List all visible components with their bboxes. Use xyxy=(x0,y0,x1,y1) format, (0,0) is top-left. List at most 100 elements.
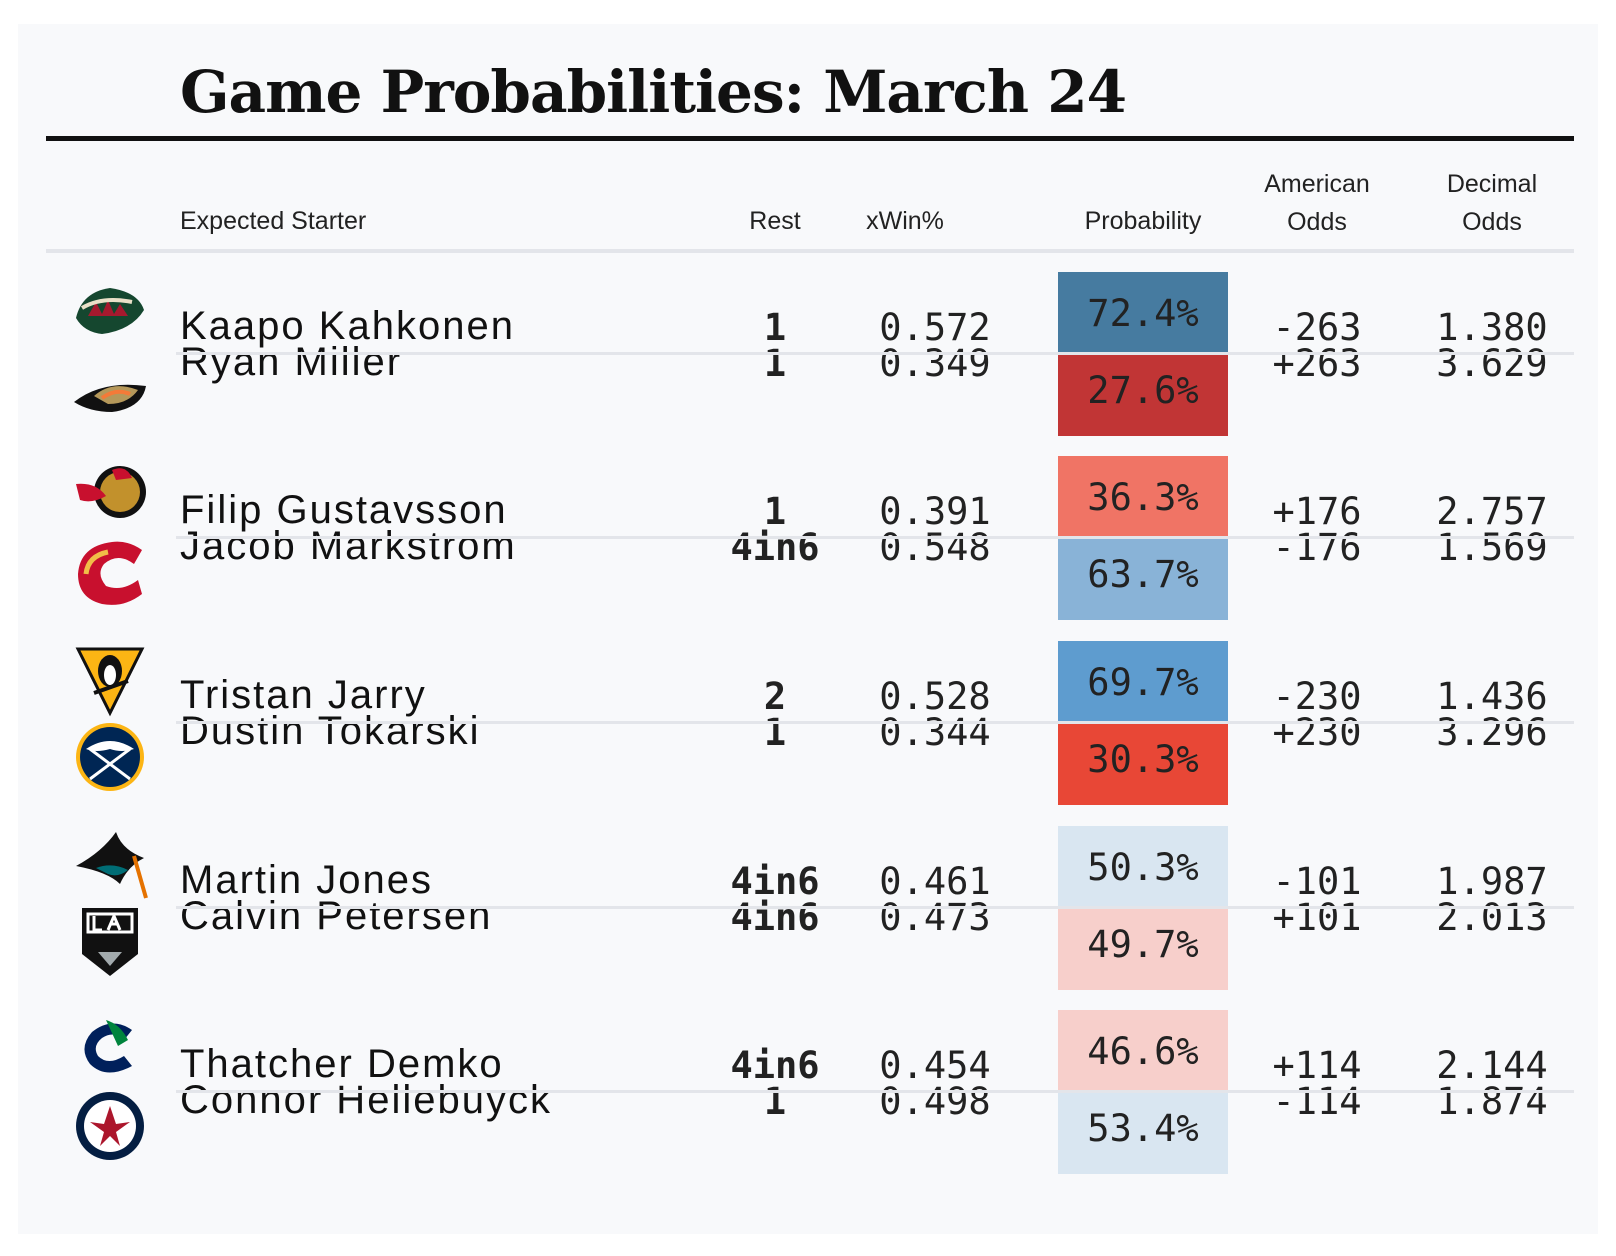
pair-divider xyxy=(176,536,1574,539)
american-odds-value: +101 xyxy=(1272,896,1362,939)
decimal-odds-value: 2.144 xyxy=(1436,1044,1548,1087)
table-row: Dustin Tokarski 1 0.344 30.3% +230 3.296 xyxy=(0,709,1616,805)
header-decimal-odds: Decimal Odds xyxy=(1412,165,1572,241)
american-odds-value: +263 xyxy=(1272,342,1362,385)
probability-cell: 69.7% xyxy=(1058,641,1228,722)
header-rule xyxy=(46,249,1574,253)
header-starter: Expected Starter xyxy=(180,207,367,235)
starter-name: Kaapo Kahkonen xyxy=(180,304,515,348)
probability-value: 50.3% xyxy=(1087,846,1199,889)
header-decimal-line1: Decimal xyxy=(1446,170,1538,198)
probability-cell: 36.3% xyxy=(1058,456,1228,537)
header-rest: Rest xyxy=(749,207,801,235)
table-row: Jacob Markstrom 4in6 0.548 63.7% -176 1.… xyxy=(0,524,1616,620)
starter-name: Martin Jones xyxy=(180,858,433,902)
table-row: Ryan Miller 1 0.349 27.6% +263 3.629 xyxy=(0,340,1616,436)
probability-cell: 30.3% xyxy=(1058,724,1228,805)
table-row: Thatcher Demko 4in6 0.454 46.6% +114 2.1… xyxy=(0,1010,1616,1091)
probability-cell: 49.7% xyxy=(1058,909,1228,990)
american-odds-value: -101 xyxy=(1272,860,1362,903)
starter-name: Thatcher Demko xyxy=(180,1042,504,1086)
pair-divider xyxy=(176,352,1574,355)
table-row: Connor Hellebuyck 1 0.498 53.4% -114 1.8… xyxy=(0,1078,1616,1174)
american-odds-value: -176 xyxy=(1272,526,1362,569)
starter-name: Dustin Tokarski xyxy=(180,709,481,753)
rest-value: 1 xyxy=(763,342,787,385)
xwin-value: 0.548 xyxy=(879,526,991,569)
table-row: Calvin Petersen 4in6 0.473 49.7% +101 2.… xyxy=(0,894,1616,990)
rest-value: 1 xyxy=(763,490,787,533)
decimal-odds-value: 1.436 xyxy=(1436,675,1548,718)
header-decimal-line2: Odds xyxy=(1462,208,1522,236)
ottawa-senators-logo xyxy=(72,456,148,532)
header-american-line1: American xyxy=(1264,170,1370,198)
vancouver-canucks-logo xyxy=(72,1010,148,1086)
starter-name: Calvin Petersen xyxy=(180,894,493,938)
probability-cell: 72.4% xyxy=(1058,272,1228,353)
decimal-odds-value: 1.874 xyxy=(1436,1080,1548,1123)
decimal-odds-value: 1.380 xyxy=(1436,306,1548,349)
xwin-value: 0.454 xyxy=(879,1044,991,1087)
minnesota-wild-logo xyxy=(72,272,148,348)
probability-cell: 63.7% xyxy=(1058,539,1228,620)
table-row: Martin Jones 4in6 0.461 50.3% -101 1.987 xyxy=(0,826,1616,907)
header-american-line2: Odds xyxy=(1287,208,1347,236)
probability-cell: 27.6% xyxy=(1058,355,1228,436)
decimal-odds-value: 2.757 xyxy=(1436,490,1548,533)
rest-value: 1 xyxy=(763,1080,787,1123)
xwin-value: 0.572 xyxy=(879,306,991,349)
rest-value: 4in6 xyxy=(730,526,820,569)
american-odds-value: +114 xyxy=(1272,1044,1362,1087)
rest-value: 1 xyxy=(763,306,787,349)
xwin-value: 0.528 xyxy=(879,675,991,718)
american-odds-value: -114 xyxy=(1272,1080,1362,1123)
probability-value: 27.6% xyxy=(1087,369,1199,412)
table-row: Tristan Jarry 2 0.528 69.7% -230 1.436 xyxy=(0,641,1616,722)
xwin-value: 0.344 xyxy=(879,711,991,754)
rest-value: 1 xyxy=(763,711,787,754)
starter-name: Tristan Jarry xyxy=(180,673,427,717)
american-odds-value: +230 xyxy=(1272,711,1362,754)
xwin-value: 0.349 xyxy=(879,342,991,385)
probability-value: 46.6% xyxy=(1087,1030,1199,1073)
probability-value: 63.7% xyxy=(1087,553,1199,596)
anaheim-ducks-logo xyxy=(72,350,148,426)
starter-name: Filip Gustavsson xyxy=(180,488,508,532)
starter-name: Jacob Markstrom xyxy=(180,524,517,568)
probability-cell: 53.4% xyxy=(1058,1093,1228,1174)
rest-value: 2 xyxy=(763,675,787,718)
calgary-flames-logo xyxy=(72,534,148,610)
probability-value: 49.7% xyxy=(1087,923,1199,966)
starter-name: Connor Hellebuyck xyxy=(180,1078,552,1122)
probability-value: 30.3% xyxy=(1087,738,1199,781)
header-american-odds: American Odds xyxy=(1242,165,1392,241)
probability-value: 72.4% xyxy=(1087,292,1199,335)
rest-value: 4in6 xyxy=(730,1044,820,1087)
winnipeg-jets-logo xyxy=(72,1088,148,1164)
probability-value: 36.3% xyxy=(1087,476,1199,519)
xwin-value: 0.498 xyxy=(879,1080,991,1123)
san-jose-sharks-logo xyxy=(72,826,148,902)
american-odds-value: -263 xyxy=(1272,306,1362,349)
buffalo-sabres-logo xyxy=(72,719,148,795)
probability-cell: 50.3% xyxy=(1058,826,1228,907)
los-angeles-kings-logo xyxy=(72,904,148,980)
pair-divider xyxy=(176,906,1574,909)
xwin-value: 0.461 xyxy=(879,860,991,903)
starter-name: Ryan Miller xyxy=(180,340,403,384)
header-xwin: xWin% xyxy=(866,207,944,235)
page-title: Game Probabilities: March 24 xyxy=(180,58,1127,126)
title-rule xyxy=(46,136,1574,141)
american-odds-value: +176 xyxy=(1272,490,1362,533)
xwin-value: 0.391 xyxy=(879,490,991,533)
header-probability: Probability xyxy=(1084,207,1202,235)
table-row: Filip Gustavsson 1 0.391 36.3% +176 2.75… xyxy=(0,456,1616,537)
pair-divider xyxy=(176,1090,1574,1093)
table-card xyxy=(18,24,1598,1234)
probability-value: 69.7% xyxy=(1087,661,1199,704)
decimal-odds-value: 1.987 xyxy=(1436,860,1548,903)
xwin-value: 0.473 xyxy=(879,896,991,939)
probability-value: 53.4% xyxy=(1087,1107,1199,1150)
rest-value: 4in6 xyxy=(730,860,820,903)
pair-divider xyxy=(176,721,1574,724)
